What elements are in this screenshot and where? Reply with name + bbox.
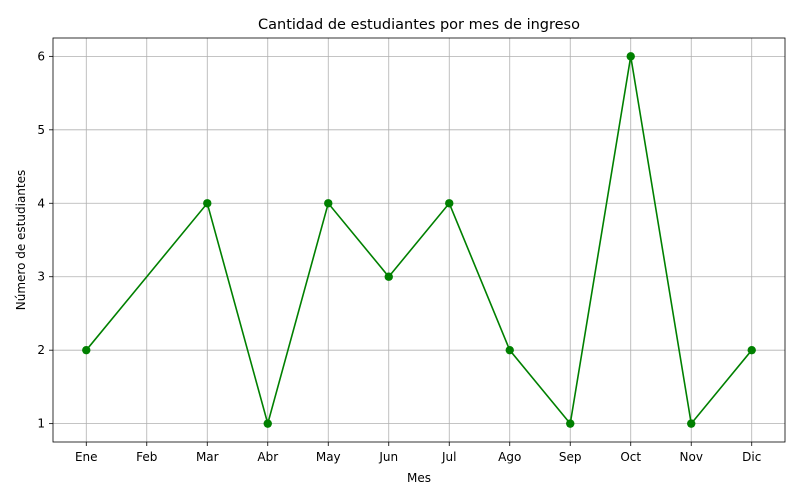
x-tick-label: Dic xyxy=(742,450,761,464)
data-point xyxy=(626,52,635,61)
x-tick-label: Ene xyxy=(75,450,98,464)
series xyxy=(82,52,756,428)
y-tick-label: 1 xyxy=(37,417,45,431)
y-tick-label: 5 xyxy=(37,123,45,137)
y-tick-label: 3 xyxy=(37,270,45,284)
data-point xyxy=(747,345,756,355)
y-tick-label: 2 xyxy=(37,343,45,357)
plot-frame xyxy=(52,37,786,443)
data-point xyxy=(505,345,514,355)
x-axis-ticks: Ene Feb Mar Abr May Jun Jul Ago Sep Oct Nov Dic xyxy=(75,442,761,464)
data-point xyxy=(445,199,454,208)
x-tick-label: Ago xyxy=(498,450,521,464)
y-axis-label: Número de estudiantes xyxy=(14,170,28,311)
data-point xyxy=(82,345,91,355)
y-axis-ticks: 1 2 3 4 5 6 xyxy=(37,49,53,431)
x-axis-label: Mes xyxy=(407,471,431,485)
x-tick-label: Sep xyxy=(559,450,582,464)
x-tick-label: Jul xyxy=(441,450,456,464)
data-point xyxy=(263,419,272,428)
x-tick-label: Mar xyxy=(196,450,219,464)
data-point xyxy=(324,199,333,208)
x-tick-label: Jun xyxy=(378,450,398,464)
grid xyxy=(53,38,785,442)
y-tick-label: 4 xyxy=(37,196,45,210)
data-point xyxy=(687,419,696,428)
x-tick-label: Feb xyxy=(136,450,157,464)
x-tick-label: Oct xyxy=(620,450,641,464)
x-tick-label: Nov xyxy=(680,450,703,464)
data-point xyxy=(203,199,212,208)
x-tick-label: May xyxy=(316,450,341,464)
chart-title: Cantidad de estudiantes por mes de ingre… xyxy=(258,17,580,33)
series-line xyxy=(85,56,753,427)
data-point xyxy=(566,419,575,428)
data-point xyxy=(384,272,393,281)
x-tick-label: Abr xyxy=(257,450,278,464)
y-tick-label: 6 xyxy=(37,49,45,63)
